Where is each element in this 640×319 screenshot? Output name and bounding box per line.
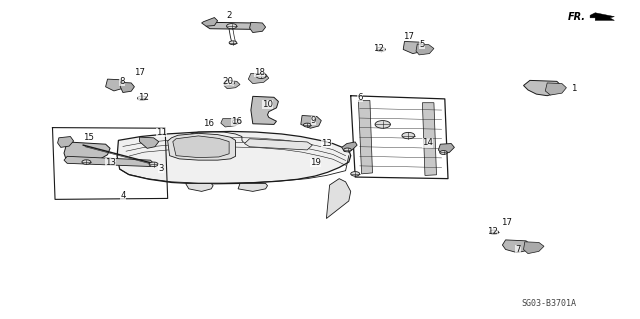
Text: 18: 18 <box>253 68 265 77</box>
Polygon shape <box>416 44 434 55</box>
Text: 2: 2 <box>227 11 232 20</box>
Circle shape <box>303 123 311 127</box>
Text: 13: 13 <box>321 139 332 148</box>
Text: 3: 3 <box>159 164 164 173</box>
Text: 7: 7 <box>516 245 521 254</box>
Text: 1: 1 <box>571 84 576 93</box>
Polygon shape <box>221 119 240 127</box>
Polygon shape <box>502 240 531 253</box>
Text: 12: 12 <box>373 44 385 53</box>
Polygon shape <box>117 131 351 184</box>
Polygon shape <box>206 22 256 29</box>
Text: 16: 16 <box>203 119 214 128</box>
Polygon shape <box>590 13 614 20</box>
Text: 17: 17 <box>501 218 513 227</box>
Text: 10: 10 <box>262 100 273 109</box>
Circle shape <box>375 121 390 128</box>
Polygon shape <box>120 82 134 93</box>
Polygon shape <box>64 142 110 163</box>
Text: 17: 17 <box>134 68 145 77</box>
Circle shape <box>256 73 266 78</box>
Polygon shape <box>301 115 321 128</box>
Polygon shape <box>403 41 424 54</box>
Text: SG03-B3701A: SG03-B3701A <box>522 299 577 308</box>
Polygon shape <box>250 22 266 33</box>
Text: 15: 15 <box>83 133 94 142</box>
Circle shape <box>344 148 351 152</box>
Text: 16: 16 <box>231 117 243 126</box>
Text: 6: 6 <box>357 93 362 102</box>
Polygon shape <box>524 80 562 96</box>
Polygon shape <box>244 139 312 150</box>
Circle shape <box>227 24 237 29</box>
Polygon shape <box>438 144 454 154</box>
Polygon shape <box>248 73 269 84</box>
Polygon shape <box>238 183 268 191</box>
Polygon shape <box>202 18 218 26</box>
Circle shape <box>229 41 237 45</box>
Circle shape <box>149 162 158 167</box>
Text: 5: 5 <box>420 40 425 48</box>
Text: 14: 14 <box>422 138 433 147</box>
Polygon shape <box>186 183 213 191</box>
Polygon shape <box>140 137 159 148</box>
Circle shape <box>224 80 234 85</box>
Text: 12: 12 <box>138 93 149 102</box>
Polygon shape <box>64 156 154 167</box>
Text: 20: 20 <box>222 77 234 86</box>
Text: 8: 8 <box>120 77 125 86</box>
Polygon shape <box>168 133 236 160</box>
Circle shape <box>138 96 147 100</box>
Text: FR.: FR. <box>568 11 586 22</box>
Text: 13: 13 <box>105 158 116 167</box>
Text: 11: 11 <box>156 128 167 137</box>
Polygon shape <box>342 142 357 152</box>
Polygon shape <box>545 83 566 95</box>
Polygon shape <box>58 137 74 147</box>
Polygon shape <box>422 103 436 175</box>
Circle shape <box>402 132 415 139</box>
Polygon shape <box>326 179 351 219</box>
Circle shape <box>82 160 91 164</box>
Text: 12: 12 <box>487 227 499 236</box>
Polygon shape <box>524 242 544 254</box>
Polygon shape <box>106 79 125 91</box>
Circle shape <box>490 230 499 234</box>
Circle shape <box>376 47 385 52</box>
Polygon shape <box>251 96 278 124</box>
Polygon shape <box>358 100 372 174</box>
Circle shape <box>232 120 241 124</box>
Text: 4: 4 <box>120 191 125 200</box>
Circle shape <box>440 151 447 154</box>
Circle shape <box>351 172 360 176</box>
Text: 9: 9 <box>311 116 316 125</box>
Text: 17: 17 <box>403 32 414 41</box>
Polygon shape <box>224 80 240 89</box>
Polygon shape <box>173 136 229 158</box>
Text: 19: 19 <box>310 158 321 167</box>
